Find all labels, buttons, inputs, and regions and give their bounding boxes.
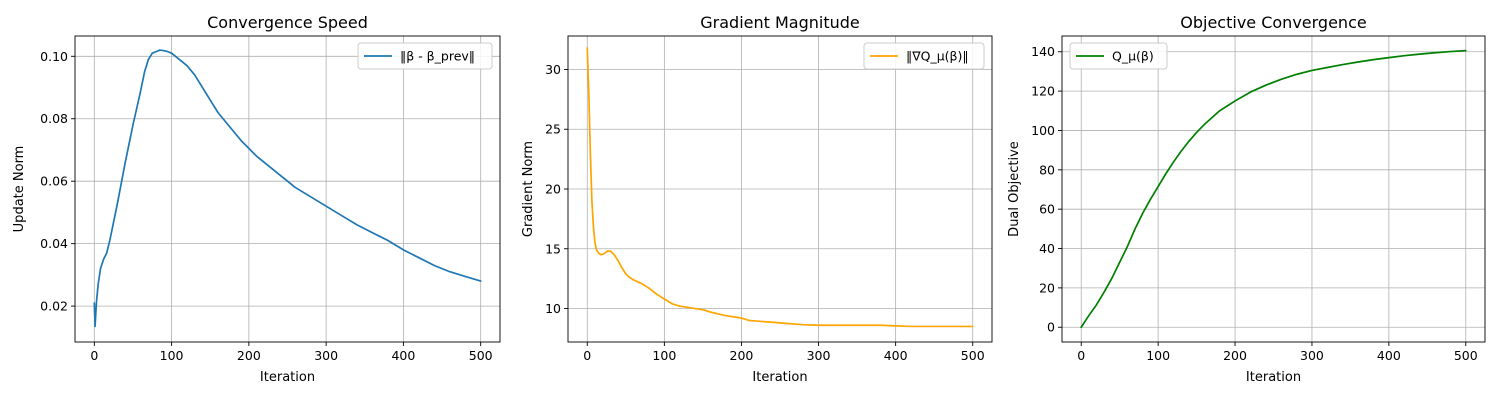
x-tick-label: 500 [469, 348, 493, 363]
x-tick-label: 0 [1077, 348, 1085, 363]
legend: ‖∇Q_μ(β)‖ [863, 42, 985, 70]
y-tick-label: 0.10 [40, 49, 68, 64]
y-axis-label: Dual Objective [1007, 141, 1022, 237]
x-tick-label: 500 [1454, 348, 1478, 363]
y-tick-label: 10 [545, 301, 561, 316]
x-tick-label: 400 [391, 348, 415, 363]
x-tick-label: 400 [1377, 348, 1401, 363]
chart-title: Objective Convergence [1180, 13, 1366, 32]
x-tick-label: 200 [730, 348, 754, 363]
subplot-1: 0 100 200 300 400 500 0.02 0.04 0.06 0.08 0.10 Conv… [12, 13, 501, 385]
y-tick-label: 100 [1031, 123, 1055, 138]
chart-title: Gradient Magnitude [700, 13, 860, 32]
x-tick-label: 200 [1223, 348, 1247, 363]
chart-title: Convergence Speed [207, 13, 368, 32]
x-tick-label: 400 [884, 348, 908, 363]
legend-box [863, 42, 985, 70]
series-line [1080, 49, 1467, 329]
legend-box [1069, 42, 1168, 70]
x-axis-label: Iteration [1246, 370, 1301, 385]
x-axis-label: Iteration [260, 370, 315, 385]
x-tick-label: 0 [583, 348, 591, 363]
y-tick-label: 0.06 [40, 174, 68, 189]
x-tick-label: 300 [807, 348, 831, 363]
series-line [93, 49, 482, 328]
legend-label: Q_μ(β) [1112, 49, 1154, 64]
legend: ‖β - β_prev‖ [357, 42, 493, 70]
y-tick-label: 60 [1039, 202, 1055, 217]
y-tick-label: 0.08 [40, 111, 68, 126]
legend-label: ‖∇Q_μ(β)‖ [906, 49, 969, 64]
x-tick-label: 300 [314, 348, 338, 363]
axes-frame [74, 35, 501, 343]
y-axis-label: Update Norm [12, 146, 27, 233]
y-tick-label: 0 [1047, 320, 1055, 335]
subplot-3: 0 100 200 300 400 500 0 20 40 60 80 100 120 140 Object… [1007, 13, 1486, 385]
x-tick-label: 500 [961, 348, 985, 363]
y-tick-label: 15 [545, 241, 561, 256]
x-tick-label: 100 [160, 348, 184, 363]
y-tick-label: 20 [1039, 280, 1055, 295]
legend: Q_μ(β) [1069, 42, 1168, 70]
series-line [586, 47, 974, 328]
y-axis-label: Gradient Norm [521, 141, 536, 237]
y-tick-label: 120 [1031, 84, 1055, 99]
x-tick-label: 0 [90, 348, 98, 363]
y-tick-label: 140 [1031, 44, 1055, 59]
x-axis-label: Iteration [752, 370, 807, 385]
y-tick-label: 20 [545, 182, 561, 197]
y-tick-label: 30 [545, 62, 561, 77]
y-tick-label: 80 [1039, 162, 1055, 177]
y-tick-label: 0.02 [40, 299, 68, 314]
legend-label: ‖β - β_prev‖ [400, 49, 475, 64]
axes-frame [1061, 35, 1486, 343]
legend-box [357, 42, 493, 70]
subplot-2: 0 100 200 300 400 500 10 15 20 25 30 Gradient Magni… [521, 13, 993, 385]
y-tick-label: 0.04 [40, 236, 68, 251]
x-tick-label: 200 [237, 348, 261, 363]
y-tick-label: 25 [545, 122, 561, 137]
x-tick-label: 100 [652, 348, 676, 363]
x-tick-label: 300 [1300, 348, 1324, 363]
y-tick-label: 40 [1039, 241, 1055, 256]
x-tick-label: 100 [1146, 348, 1170, 363]
